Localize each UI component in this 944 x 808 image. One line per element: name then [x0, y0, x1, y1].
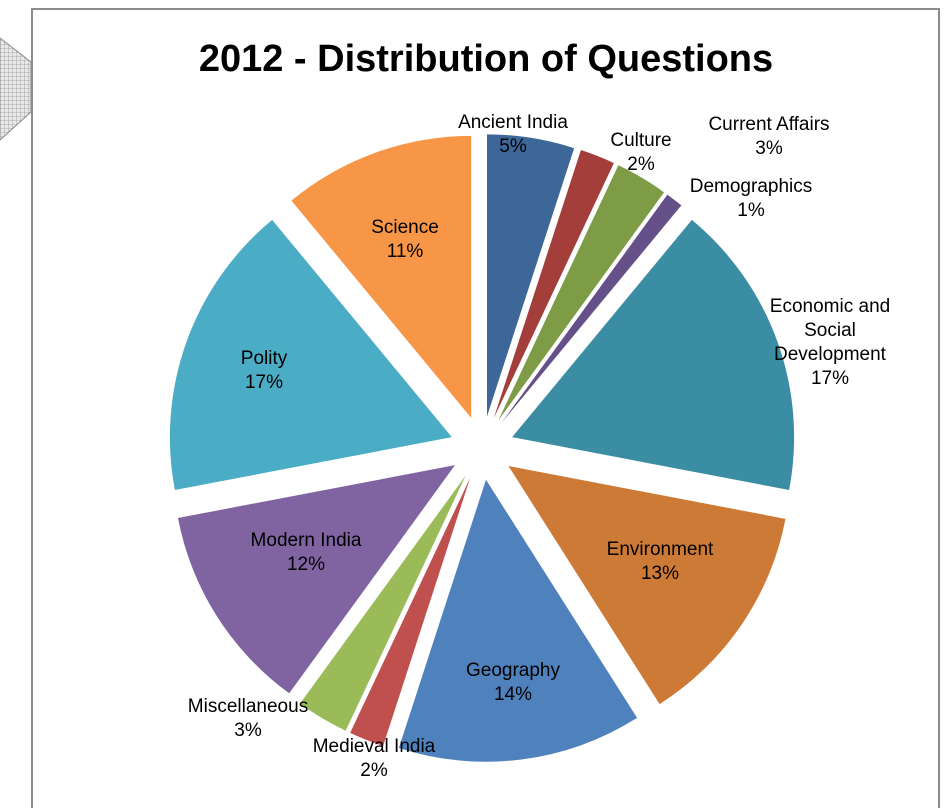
slice-percent-text: 14% [494, 684, 532, 705]
pie-slice-science [291, 135, 472, 418]
data-label-environment: Environment 13% [607, 539, 714, 584]
data-label-polity: Polity 17% [241, 348, 288, 393]
slice-label-text: Ancient India [458, 112, 568, 133]
slice-label-text: Culture [610, 130, 671, 151]
slice-label-text: Development [774, 344, 887, 365]
chart-title: 2012 - Distribution of Questions [198, 38, 774, 80]
pie-slice-current-affairs [498, 165, 665, 421]
slice-label-text: Geography [466, 660, 561, 681]
pie-slice-geography [398, 479, 638, 762]
data-label-economic-and-social-development: Economic and Social Development 17% [770, 296, 890, 389]
slice-percent-text: 11% [387, 241, 424, 262]
slice-label-text: Environment [607, 539, 714, 560]
data-label-culture: Culture 2% [610, 130, 671, 175]
slice-label-text: Economic and [770, 296, 890, 317]
pie-slice-medieval-india [350, 477, 471, 746]
pie-slice-demographics [501, 194, 682, 423]
slice-percent-text: 2% [627, 154, 655, 175]
slice-percent-text: 3% [234, 720, 262, 741]
pie-slice-economic-and-social-development [512, 219, 795, 491]
slice-label-text: Social [804, 320, 856, 341]
data-label-miscellaneous: Miscellaneous 3% [188, 696, 308, 741]
hatched-shape-fragment [0, 37, 31, 141]
slice-label-text: Science [371, 217, 439, 238]
data-label-modern-india: Modern India 12% [251, 530, 362, 575]
slice-label-text: Modern India [251, 530, 362, 551]
slice-percent-text: 17% [245, 372, 283, 393]
data-label-geography: Geography 14% [466, 660, 561, 705]
slice-label-text: Medieval India [313, 736, 436, 757]
slice-percent-text: 13% [641, 563, 679, 584]
data-label-medieval-india: Medieval India 2% [313, 736, 436, 781]
slice-label-text: Current Affairs [708, 114, 829, 135]
chart-frame [31, 8, 940, 808]
pie-slice-polity [169, 219, 452, 491]
pie-slice-ancient-india [487, 134, 575, 417]
slice-label-text: Miscellaneous [188, 696, 308, 717]
pie-slice-miscellaneous [299, 475, 466, 731]
pie-slice-culture [493, 150, 614, 419]
slice-label-text: Polity [241, 348, 288, 369]
slice-percent-text: 1% [737, 200, 765, 221]
data-label-science: Science 11% [371, 217, 439, 262]
data-label-ancient-india: Ancient India 5% [458, 112, 568, 157]
pie-slice-modern-india [177, 465, 455, 694]
slice-percent-text: 3% [755, 138, 783, 159]
pie-slice-environment [508, 465, 786, 705]
slice-percent-text: 5% [499, 136, 527, 157]
slice-label-text: Demographics [690, 176, 813, 197]
data-label-demographics: Demographics 1% [690, 176, 813, 221]
data-label-current-affairs: Current Affairs 3% [708, 114, 829, 159]
slice-percent-text: 17% [811, 368, 849, 389]
slice-percent-text: 12% [287, 554, 325, 575]
slice-percent-text: 2% [360, 760, 388, 781]
